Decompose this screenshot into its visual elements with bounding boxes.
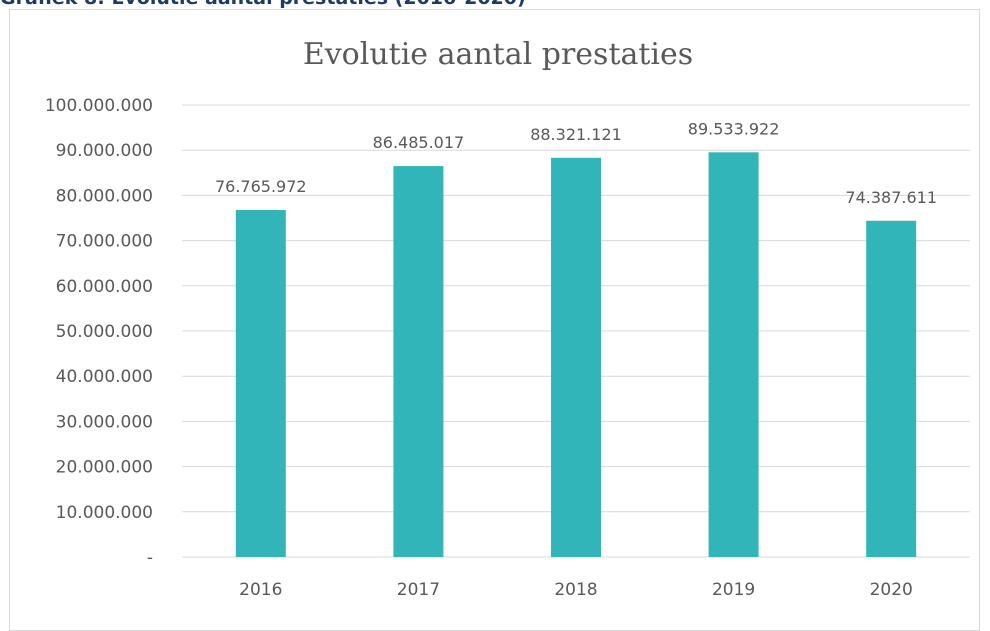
data-label-2016: 76.765.972 <box>215 177 307 196</box>
figure-caption: Grafiek 8: Evolutie aantal prestaties (2… <box>0 0 990 9</box>
y-tick-label: - <box>147 548 153 568</box>
y-tick-label: 30.000.000 <box>56 412 153 432</box>
bar-2017 <box>393 166 444 558</box>
y-tick-label: 100.000.000 <box>45 96 153 116</box>
bar-2019 <box>708 152 759 557</box>
y-tick-label: 20.000.000 <box>56 458 153 478</box>
bar-2016 <box>235 210 286 557</box>
data-label-2017: 86.485.017 <box>373 133 465 152</box>
y-tick-label: 60.000.000 <box>56 277 153 297</box>
x-tick-label: 2016 <box>239 580 282 600</box>
x-tick-label: 2020 <box>870 580 913 600</box>
data-label-2018: 88.321.121 <box>530 125 622 144</box>
data-label-2020: 74.387.611 <box>845 188 937 207</box>
bar-chart: Evolutie aantal prestaties - 10.000.000 20… <box>45 37 970 600</box>
x-tick-label: 2018 <box>554 580 597 600</box>
y-tick-label: 80.000.000 <box>56 186 153 206</box>
bar-2018 <box>551 157 601 558</box>
y-tick-label: 90.000.000 <box>56 141 153 161</box>
data-labels: 76.765.972 86.485.017 88.321.121 89.533.922… <box>215 119 937 206</box>
chart-area <box>9 9 980 631</box>
y-tick-label: 70.000.000 <box>56 232 153 252</box>
x-tick-label: 2017 <box>397 580 440 600</box>
bars <box>235 152 917 558</box>
y-tick-label: 10.000.000 <box>56 503 153 523</box>
bar-2020 <box>866 220 917 557</box>
y-tick-label: 40.000.000 <box>56 367 153 387</box>
x-tick-label: 2019 <box>712 580 755 600</box>
x-axis-ticks: 2016 2017 2018 2019 2020 <box>239 580 913 600</box>
y-axis-ticks: - 10.000.000 20.000.000 30.000.000 40.000.00… <box>45 96 153 568</box>
chart-title: Evolutie aantal prestaties <box>303 37 693 72</box>
y-tick-label: 50.000.000 <box>56 322 153 342</box>
data-label-2019: 89.533.922 <box>688 119 780 138</box>
